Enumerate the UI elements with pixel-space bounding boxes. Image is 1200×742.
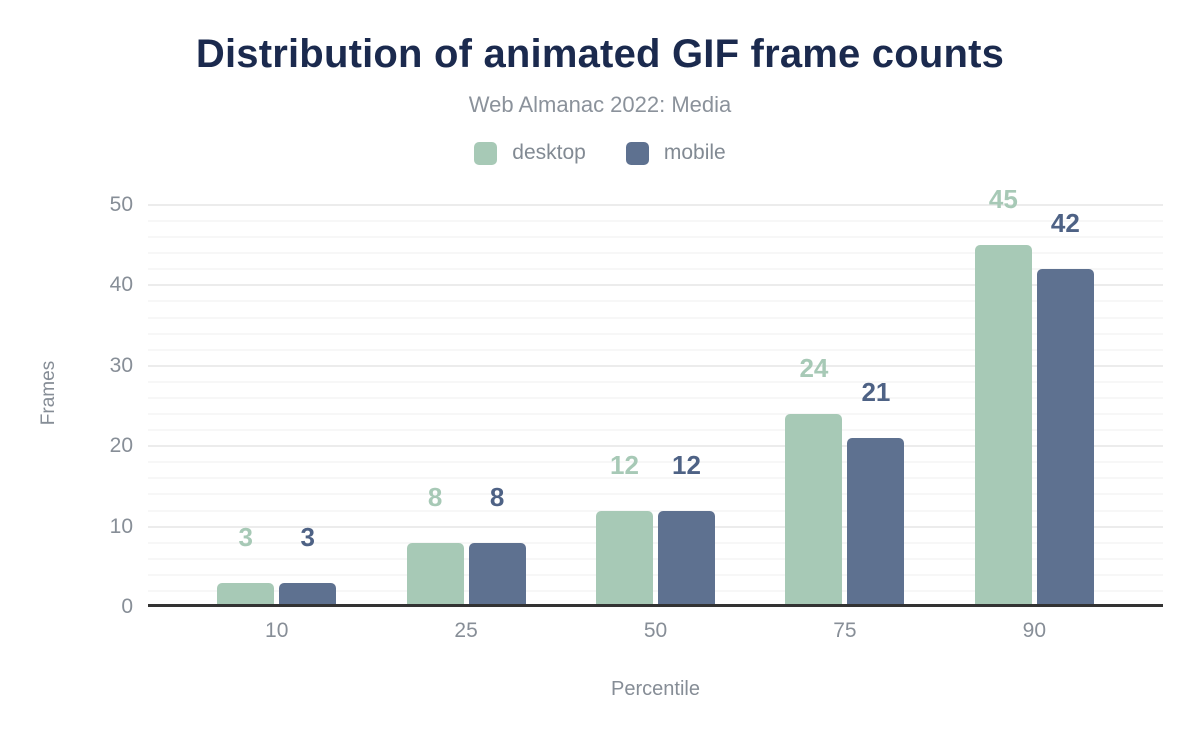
gridline-minor	[148, 429, 1163, 432]
y-tick-20: 20	[109, 434, 133, 458]
bar-group-p75: 24 21	[750, 205, 939, 607]
gridline-minor	[148, 413, 1163, 416]
bar-col-desktop-p50: 12	[596, 449, 654, 607]
bar-mobile-p10[interactable]	[279, 582, 337, 607]
bar-value-label-mobile-p10: 3	[300, 521, 315, 552]
bar-value-label-mobile-p50: 12	[672, 449, 701, 480]
bar-group-p90: 45 42	[940, 185, 1129, 607]
gridline-minor	[148, 477, 1163, 480]
gridline-minor	[148, 573, 1163, 576]
gridline-major	[148, 204, 1163, 206]
bar-col-desktop-p25: 8	[406, 481, 464, 607]
gridline-major	[148, 284, 1163, 287]
y-tick-0: 0	[121, 595, 133, 618]
gridline-major	[148, 445, 1163, 448]
y-tick-50: 50	[109, 193, 133, 216]
bar-mobile-p75[interactable]	[847, 438, 905, 607]
gridline-minor	[148, 236, 1163, 239]
chart-subtitle: Web Almanac 2022: Media	[468, 92, 732, 117]
bar-desktop-p50[interactable]	[596, 510, 654, 607]
gridline-minor	[148, 396, 1163, 399]
bar-col-mobile-p90: 42	[1036, 208, 1094, 607]
bars-row: 3 3 8 8 12 12 24 21 45 42	[182, 185, 1129, 607]
bar-value-label-mobile-p25: 8	[489, 481, 505, 512]
gridline-minor	[148, 493, 1163, 496]
bar-value-label-desktop-p90: 45	[988, 184, 1018, 215]
legend-swatch-mobile	[625, 141, 649, 165]
bar-col-desktop-p10: 3	[217, 521, 275, 607]
x-axis-title: Percentile	[611, 678, 700, 700]
gridline-minor	[148, 316, 1163, 319]
bar-desktop-p10[interactable]	[217, 582, 275, 607]
x-tick-p10: 10	[265, 619, 289, 642]
gridline-minor	[148, 300, 1163, 303]
bar-desktop-p75[interactable]	[785, 414, 843, 607]
legend: desktop mobile	[0, 141, 1200, 165]
bar-value-label-desktop-p25: 8	[427, 481, 443, 512]
bar-mobile-p50[interactable]	[658, 510, 716, 607]
bar-desktop-p90[interactable]	[974, 245, 1032, 607]
legend-label-desktop: desktop	[512, 141, 586, 164]
plot-area: 3 3 8 8 12 12 24 21 45 42	[148, 185, 1163, 607]
chart-title: Distribution of animated GIF frame count…	[195, 32, 1005, 76]
gridline-minor	[148, 461, 1163, 464]
bar-value-label-mobile-p75: 21	[861, 377, 891, 408]
gridline-minor	[148, 252, 1163, 255]
y-tick-40: 40	[109, 273, 133, 297]
gridline-minor	[148, 541, 1163, 544]
legend-label-mobile: mobile	[663, 141, 726, 164]
gridline-minor	[148, 348, 1163, 351]
bar-col-mobile-p25: 8	[468, 481, 526, 607]
bar-col-desktop-p75: 24	[785, 353, 843, 607]
legend-item-mobile[interactable]: mobile	[625, 141, 726, 165]
gridline-minor	[148, 509, 1163, 512]
bar-desktop-p25[interactable]	[406, 542, 464, 607]
x-axis-line	[148, 604, 1163, 607]
x-ticks: 10 25 50 75 90	[182, 619, 1129, 643]
bar-value-label-desktop-p75: 24	[799, 353, 829, 384]
legend-swatch-desktop	[474, 141, 498, 165]
gridline-minor	[148, 332, 1163, 335]
gridline-minor	[148, 220, 1163, 223]
bar-col-mobile-p75: 21	[847, 377, 905, 607]
y-tick-10: 10	[109, 514, 133, 538]
gridline-major	[148, 525, 1163, 528]
gridline-minor	[148, 589, 1163, 592]
legend-item-desktop[interactable]: desktop	[474, 141, 586, 165]
gridline-major	[148, 364, 1163, 367]
bar-col-desktop-p90: 45	[974, 184, 1032, 607]
gridline-minor	[148, 557, 1163, 560]
bar-col-mobile-p10: 3	[279, 521, 337, 607]
bar-value-label-mobile-p90: 42	[1050, 208, 1080, 239]
bar-group-p50: 12 12	[561, 205, 750, 607]
y-tick-30: 30	[109, 353, 133, 377]
gridline-minor	[148, 268, 1163, 271]
x-tick-p90: 90	[1022, 619, 1046, 642]
x-tick-p50: 50	[643, 619, 668, 642]
bar-mobile-p90[interactable]	[1036, 269, 1094, 607]
bar-value-label-desktop-p10: 3	[238, 521, 253, 552]
bar-col-mobile-p50: 12	[658, 449, 716, 607]
bar-value-label-desktop-p50: 12	[610, 449, 639, 480]
y-axis-title: Frames	[38, 360, 59, 426]
gridline-minor	[148, 380, 1163, 383]
bar-mobile-p25[interactable]	[468, 542, 526, 607]
x-tick-p25: 25	[454, 619, 478, 642]
x-tick-p75: 75	[833, 619, 857, 642]
